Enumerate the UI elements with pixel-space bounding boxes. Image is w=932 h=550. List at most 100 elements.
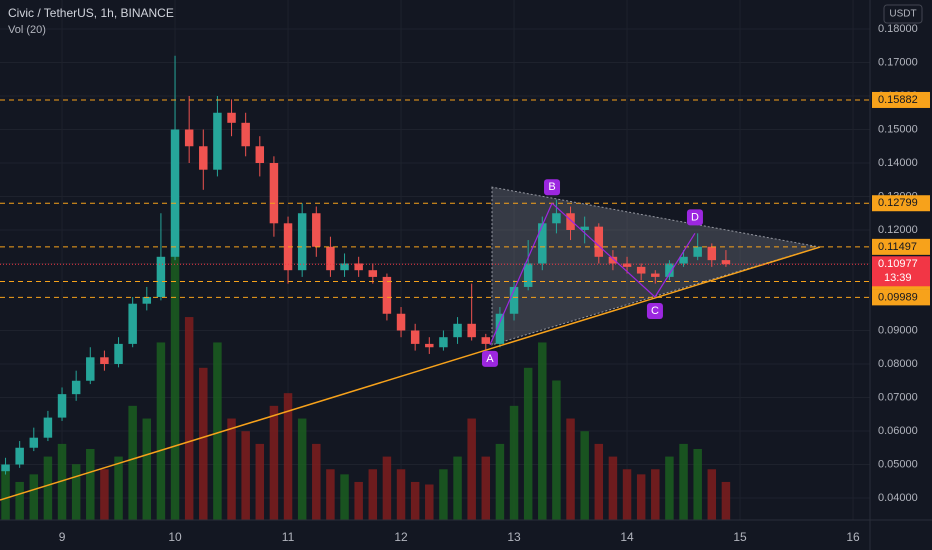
volume-bar bbox=[481, 456, 491, 520]
x-tick-label: 11 bbox=[282, 530, 295, 544]
candle-body bbox=[439, 337, 448, 348]
candle-body bbox=[156, 256, 166, 297]
candle-body bbox=[368, 270, 378, 277]
volume-bar bbox=[86, 448, 95, 520]
candle-body bbox=[509, 286, 519, 314]
volume-bar bbox=[636, 474, 646, 520]
volume-bar bbox=[368, 469, 378, 520]
volume-bar bbox=[100, 469, 109, 520]
x-tick-label: 14 bbox=[620, 530, 634, 544]
candle-body bbox=[566, 213, 575, 231]
volume-bar bbox=[396, 469, 406, 520]
level-label-box bbox=[872, 91, 930, 108]
last-price-label: 0.10977 bbox=[878, 258, 918, 270]
level-label-box bbox=[872, 238, 930, 255]
currency-label[interactable]: USDT bbox=[889, 9, 916, 20]
candle-body bbox=[213, 112, 222, 170]
candle-body bbox=[297, 213, 307, 271]
volume-bar bbox=[15, 481, 24, 520]
candle-body bbox=[622, 263, 632, 267]
candle-body bbox=[467, 323, 476, 338]
pattern-point-label: C bbox=[651, 305, 659, 317]
volume-bar bbox=[467, 418, 476, 520]
candle-body bbox=[693, 246, 702, 257]
candle-body bbox=[608, 256, 618, 264]
volume-bar bbox=[721, 481, 731, 520]
y-tick-label: 0.14000 bbox=[878, 157, 918, 169]
pattern-point-box bbox=[481, 350, 498, 367]
volume-bar bbox=[184, 317, 194, 520]
pattern-line bbox=[551, 202, 656, 298]
candle-body bbox=[651, 273, 660, 277]
volume-bar bbox=[495, 443, 505, 520]
pattern-point-box bbox=[646, 302, 663, 319]
candle-body bbox=[227, 112, 236, 123]
volume-bar bbox=[43, 456, 53, 520]
candle-body bbox=[241, 122, 250, 147]
candle-body bbox=[594, 226, 604, 257]
pattern-point-label: D bbox=[691, 211, 699, 223]
level-label-box bbox=[872, 289, 930, 306]
candle-body bbox=[707, 246, 717, 261]
volume-bar bbox=[283, 393, 293, 520]
y-tick-label: 0.18000 bbox=[878, 23, 918, 35]
candle-body bbox=[396, 313, 406, 331]
volume-bar bbox=[114, 456, 123, 520]
x-tick-label: 16 bbox=[846, 530, 860, 544]
level-label-box bbox=[872, 195, 930, 212]
candle-body bbox=[665, 263, 674, 277]
plot: A B C D bbox=[0, 0, 870, 521]
y-tick-label: 0.05000 bbox=[878, 458, 918, 470]
currency-button[interactable] bbox=[883, 4, 923, 24]
candle-body bbox=[354, 263, 363, 271]
candle-body bbox=[128, 303, 137, 344]
candle-body bbox=[57, 394, 67, 418]
level-label: 0.12799 bbox=[878, 197, 918, 209]
volume-bar bbox=[241, 431, 250, 520]
pattern-point-label: A bbox=[486, 353, 494, 365]
volume-bar bbox=[29, 474, 39, 520]
volume-bar bbox=[425, 484, 434, 520]
pattern-line bbox=[489, 202, 553, 346]
pattern-point-box bbox=[544, 179, 561, 196]
countdown-label: 13:39 bbox=[884, 272, 912, 284]
x-tick-label: 13 bbox=[507, 530, 521, 544]
volume-bar bbox=[566, 418, 575, 520]
volume-bar bbox=[128, 405, 137, 520]
candle-body bbox=[679, 256, 688, 264]
volume-bar bbox=[213, 342, 222, 520]
volume-bar bbox=[340, 474, 349, 520]
candle-body bbox=[1, 464, 10, 472]
candle-body bbox=[86, 357, 95, 381]
candle-body bbox=[269, 163, 279, 224]
candle-body bbox=[721, 260, 731, 265]
x-tick-label: 9 bbox=[59, 530, 66, 544]
x-tick-label: 12 bbox=[394, 530, 408, 544]
candle-body bbox=[382, 276, 392, 314]
pattern-line bbox=[654, 233, 696, 298]
level-label: 0.09989 bbox=[878, 291, 918, 303]
candle-body bbox=[142, 296, 152, 304]
volume-bar bbox=[382, 456, 392, 520]
volume-bar bbox=[199, 367, 208, 520]
candle-body bbox=[453, 323, 462, 338]
volume-bar bbox=[453, 456, 462, 520]
y-tick-label: 0.04000 bbox=[878, 492, 918, 504]
candle-body bbox=[495, 313, 505, 344]
level-label: 0.15882 bbox=[878, 94, 918, 106]
y-tick-label: 0.06000 bbox=[878, 425, 918, 437]
volume-bar bbox=[255, 443, 265, 520]
volume-bar bbox=[71, 464, 81, 520]
candle-body bbox=[43, 417, 53, 438]
volume-bar bbox=[57, 443, 67, 520]
candle-body bbox=[636, 266, 646, 274]
candle-body bbox=[15, 447, 24, 465]
y-tick-label: 0.17000 bbox=[878, 56, 918, 68]
volume-bar bbox=[312, 443, 321, 520]
volume-bar bbox=[622, 469, 632, 520]
volume-bar bbox=[227, 418, 236, 520]
candle-body bbox=[312, 213, 321, 247]
